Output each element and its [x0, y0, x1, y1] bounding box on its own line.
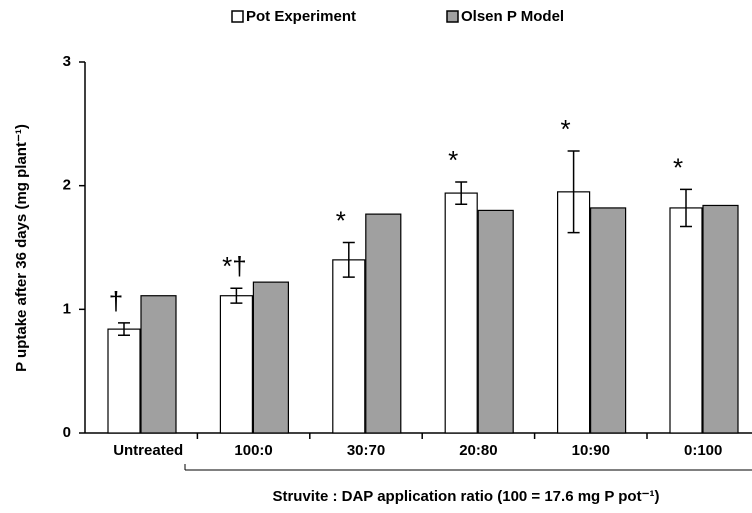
error-bar — [455, 181, 468, 205]
error-bar — [567, 150, 580, 234]
annotation: † — [109, 286, 123, 316]
legend-label: Olsen P Model — [461, 8, 564, 25]
legend-swatch — [446, 10, 459, 23]
x-tick-label: Untreated — [113, 442, 183, 459]
bar — [477, 209, 514, 434]
annotation: *† — [222, 251, 247, 281]
x-tick-label: 10:90 — [572, 442, 610, 459]
bar — [107, 328, 141, 434]
bar — [589, 207, 627, 434]
x-tick-label: 30:70 — [347, 442, 385, 459]
x-tick-label: 100:0 — [234, 442, 272, 459]
bar — [140, 295, 177, 434]
annotation: * — [448, 145, 458, 175]
bar — [365, 213, 402, 434]
error-bar — [230, 287, 243, 304]
bar — [444, 192, 478, 434]
legend-label: Pot Experiment — [246, 8, 356, 25]
y-tick-label: 3 — [63, 53, 71, 70]
annotation: * — [673, 152, 683, 182]
annotation: * — [561, 114, 571, 144]
bar — [669, 207, 703, 434]
annotation: * — [336, 205, 346, 235]
error-bar — [680, 188, 692, 228]
x-tick-label: 0:100 — [684, 442, 722, 459]
bar — [702, 204, 739, 434]
x-tick-label: 20:80 — [459, 442, 497, 459]
y-axis-title: P uptake after 36 days (mg plant⁻¹) — [13, 124, 30, 372]
x-axis-title: Struvite : DAP application ratio (100 = … — [272, 488, 659, 505]
bar — [219, 295, 253, 434]
error-bar — [118, 322, 130, 337]
y-tick-label: 0 — [63, 424, 71, 441]
bar — [332, 259, 366, 434]
bar — [252, 281, 289, 434]
legend-swatch — [231, 10, 244, 23]
error-bar — [342, 241, 355, 278]
y-tick-label: 1 — [63, 300, 71, 317]
y-tick-label: 2 — [63, 177, 71, 194]
